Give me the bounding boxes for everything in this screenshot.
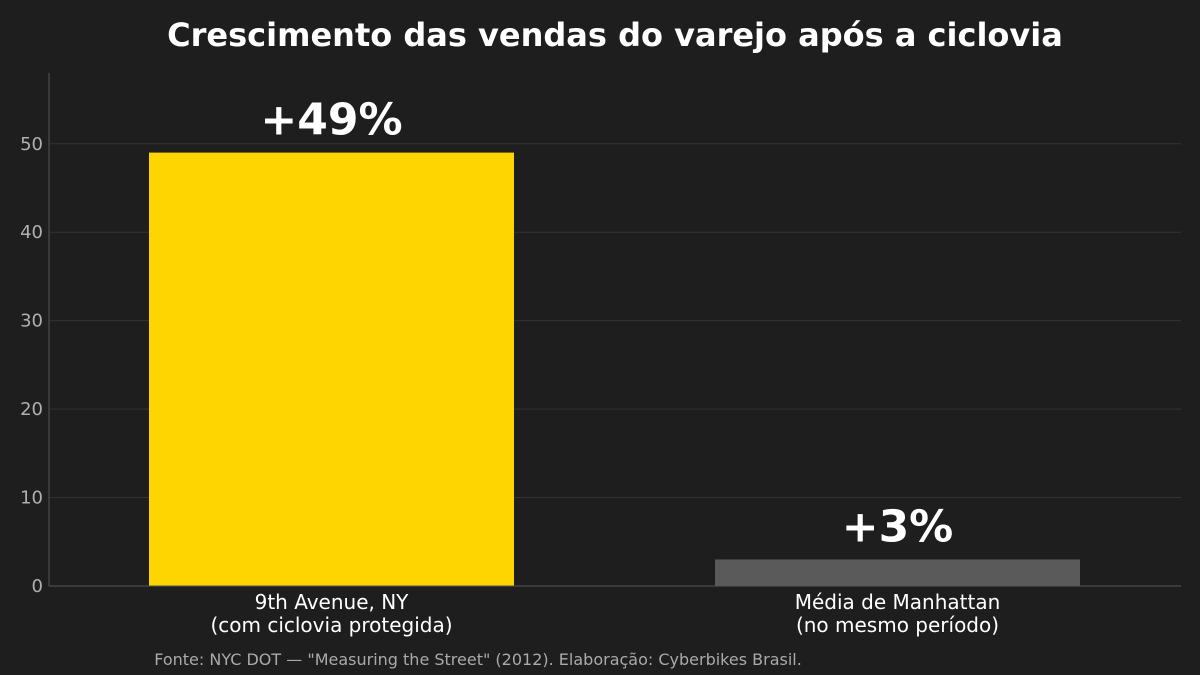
bar	[715, 559, 1080, 586]
category-label: (no mesmo período)	[796, 613, 999, 637]
data-label: +3%	[842, 501, 954, 552]
data-label: +49%	[260, 95, 402, 146]
data-labels: +49% +3%	[260, 95, 953, 553]
y-axis-ticks: 0 10 20 30 40 50	[20, 134, 43, 597]
bar	[149, 152, 514, 586]
category-label: Média de Manhattan	[795, 590, 1001, 614]
category-label: 9th Avenue, NY	[255, 590, 410, 614]
source-note: Fonte: NYC DOT — "Measuring the Street" …	[154, 650, 802, 669]
category-label: (com ciclovia protegida)	[210, 613, 452, 637]
bars	[149, 152, 1080, 586]
chart-title: Crescimento das vendas do varejo após a …	[167, 16, 1063, 54]
y-tick-label: 30	[20, 311, 43, 332]
y-tick-label: 40	[20, 222, 43, 243]
y-tick-label: 50	[20, 134, 43, 155]
y-tick-label: 0	[32, 576, 43, 597]
category-labels: 9th Avenue, NY(com ciclovia protegida) Mé…	[210, 590, 1000, 637]
y-tick-label: 20	[20, 399, 43, 420]
y-tick-label: 10	[20, 488, 43, 509]
